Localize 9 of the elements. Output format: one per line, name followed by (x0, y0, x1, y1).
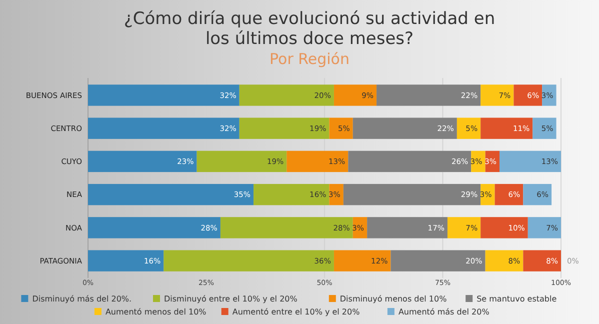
chart-subtitle: Por Región (270, 50, 350, 68)
legend-label: Aumentó entre el 10% y el 20% (232, 307, 360, 316)
legend-label: Se mantuvo estable (476, 294, 557, 304)
chart-title: ¿Cómo diría que evolucionó su actividad en los últimos doce meses? (124, 9, 496, 49)
legend-label: Disminuyó entre el 10% y el 20% (164, 294, 298, 304)
legend-label: Aumentó menos del 10% (105, 307, 207, 316)
legend-label: Disminuyó más del 20%. (32, 294, 132, 304)
legend-label: Aumentó más del 20% (398, 307, 490, 316)
legend-label: Disminuyó menos del 10% (340, 294, 448, 304)
